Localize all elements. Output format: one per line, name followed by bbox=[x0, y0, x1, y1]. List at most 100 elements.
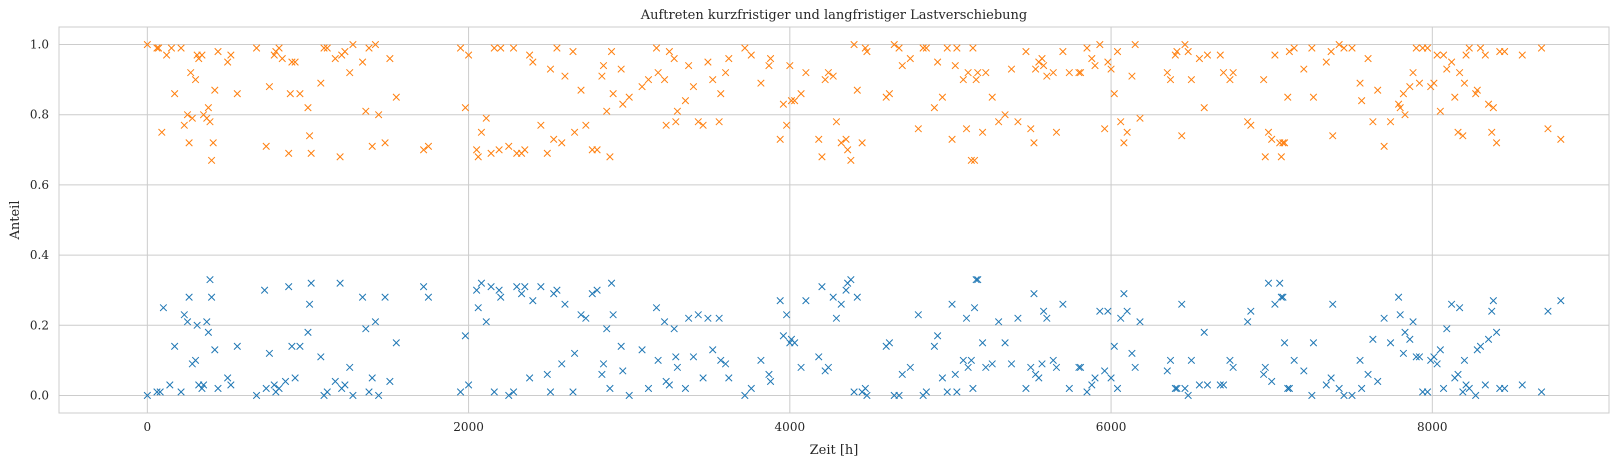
data-point bbox=[288, 58, 296, 66]
data-point bbox=[861, 44, 869, 52]
data-point bbox=[853, 293, 861, 301]
data-point bbox=[349, 391, 357, 400]
data-point bbox=[665, 47, 674, 56]
data-point bbox=[170, 342, 179, 350]
data-point bbox=[1007, 360, 1016, 368]
data-point bbox=[374, 111, 383, 119]
data-point bbox=[689, 83, 698, 91]
data-point bbox=[561, 72, 569, 80]
data-point bbox=[994, 118, 1003, 126]
y-tick-label: 0.4 bbox=[30, 248, 49, 262]
data-point bbox=[1260, 370, 1268, 379]
data-point bbox=[832, 118, 841, 126]
data-point bbox=[1187, 75, 1196, 84]
data-point bbox=[684, 61, 693, 70]
data-point bbox=[1187, 356, 1196, 365]
data-point bbox=[570, 128, 579, 136]
data-point bbox=[1280, 139, 1289, 147]
data-point bbox=[660, 318, 669, 326]
data-point bbox=[1261, 153, 1269, 161]
data-point bbox=[863, 47, 871, 56]
data-point bbox=[1279, 139, 1287, 147]
data-point bbox=[1247, 307, 1255, 315]
data-point bbox=[1216, 381, 1224, 389]
data-point bbox=[1447, 300, 1456, 308]
data-point bbox=[1219, 68, 1228, 77]
data-point bbox=[1327, 374, 1335, 382]
data-point bbox=[603, 325, 611, 333]
data-point bbox=[609, 90, 617, 98]
data-point bbox=[1451, 93, 1459, 101]
data-point bbox=[943, 388, 951, 396]
data-point bbox=[818, 153, 826, 161]
grid-lines bbox=[59, 27, 1609, 413]
data-point bbox=[951, 61, 959, 70]
data-point bbox=[974, 276, 982, 284]
data-point bbox=[790, 339, 799, 347]
data-point bbox=[797, 363, 805, 372]
x-axis-label: Zeit [h] bbox=[810, 443, 859, 458]
data-point bbox=[654, 356, 662, 365]
data-point bbox=[1290, 44, 1298, 52]
data-point bbox=[490, 388, 498, 396]
data-point bbox=[1356, 356, 1364, 365]
data-point bbox=[323, 388, 331, 396]
data-point bbox=[1472, 391, 1480, 400]
data-point bbox=[386, 54, 394, 63]
data-point bbox=[670, 54, 678, 63]
data-point bbox=[1076, 363, 1085, 372]
data-point bbox=[607, 47, 616, 56]
data-point bbox=[607, 279, 616, 287]
data-point bbox=[517, 290, 526, 298]
data-point bbox=[741, 391, 749, 400]
data-point bbox=[281, 377, 290, 386]
data-point bbox=[1247, 121, 1255, 129]
data-point bbox=[472, 146, 481, 154]
data-point bbox=[617, 342, 625, 350]
data-point bbox=[603, 107, 611, 115]
data-point bbox=[143, 391, 151, 400]
data-point bbox=[725, 374, 733, 382]
data-point bbox=[1043, 72, 1051, 80]
data-point bbox=[392, 93, 400, 101]
data-point bbox=[1128, 349, 1136, 357]
data-point bbox=[1184, 391, 1192, 400]
data-point bbox=[1171, 384, 1179, 393]
data-point bbox=[1500, 47, 1509, 56]
data-point bbox=[158, 128, 166, 136]
data-point bbox=[509, 44, 518, 52]
data-point bbox=[525, 374, 534, 382]
data-point bbox=[553, 286, 561, 294]
data-point bbox=[1544, 307, 1552, 315]
y-tick-label: 0.0 bbox=[30, 388, 49, 402]
data-point bbox=[346, 363, 354, 372]
data-point bbox=[358, 293, 367, 301]
data-point bbox=[638, 346, 646, 354]
data-point bbox=[1340, 391, 1348, 400]
data-point bbox=[1401, 328, 1409, 336]
data-point bbox=[599, 61, 608, 70]
data-point bbox=[1131, 363, 1139, 372]
data-point bbox=[982, 68, 990, 77]
data-point bbox=[1110, 90, 1118, 98]
data-point bbox=[895, 44, 903, 52]
data-point bbox=[1104, 58, 1112, 66]
data-point bbox=[1107, 65, 1115, 73]
data-point bbox=[598, 72, 606, 80]
data-point bbox=[211, 86, 219, 94]
data-point bbox=[766, 54, 775, 63]
data-point bbox=[1386, 339, 1395, 347]
data-point bbox=[1335, 40, 1343, 49]
data-point bbox=[270, 51, 278, 59]
data-point bbox=[709, 346, 717, 354]
data-point bbox=[474, 153, 482, 161]
data-point bbox=[1309, 93, 1318, 101]
data-point bbox=[797, 90, 805, 98]
data-point bbox=[1100, 125, 1109, 133]
data-point bbox=[660, 75, 669, 84]
data-point bbox=[1473, 86, 1481, 94]
data-point bbox=[1136, 114, 1144, 122]
data-point bbox=[191, 75, 200, 84]
data-point bbox=[1049, 68, 1057, 77]
data-point bbox=[198, 51, 206, 59]
